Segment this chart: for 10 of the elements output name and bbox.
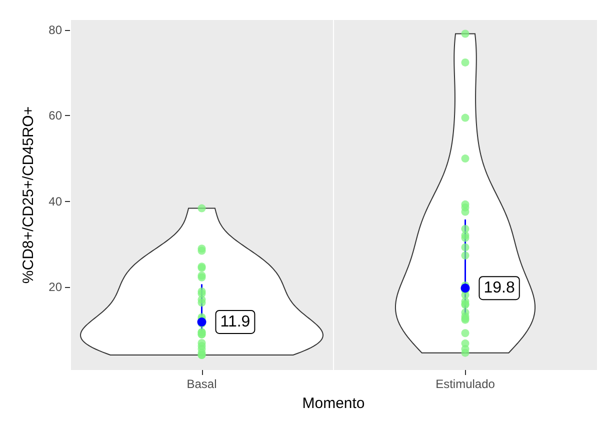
y-tick-label: 40 bbox=[48, 194, 62, 208]
y-tick-label: 60 bbox=[48, 108, 62, 123]
y-axis-title: %CD8+/CD25+/CD45RO+ bbox=[20, 106, 37, 284]
x-tick-label: Basal bbox=[186, 377, 217, 391]
data-label: 19.8 bbox=[484, 280, 515, 297]
y-tick-label: 20 bbox=[48, 280, 62, 294]
x-tick-label: Estimulado bbox=[436, 377, 496, 391]
y-tick-label: 80 bbox=[48, 22, 62, 37]
x-axis-title: Momento bbox=[302, 395, 365, 412]
data-label: 11.9 bbox=[220, 313, 250, 330]
